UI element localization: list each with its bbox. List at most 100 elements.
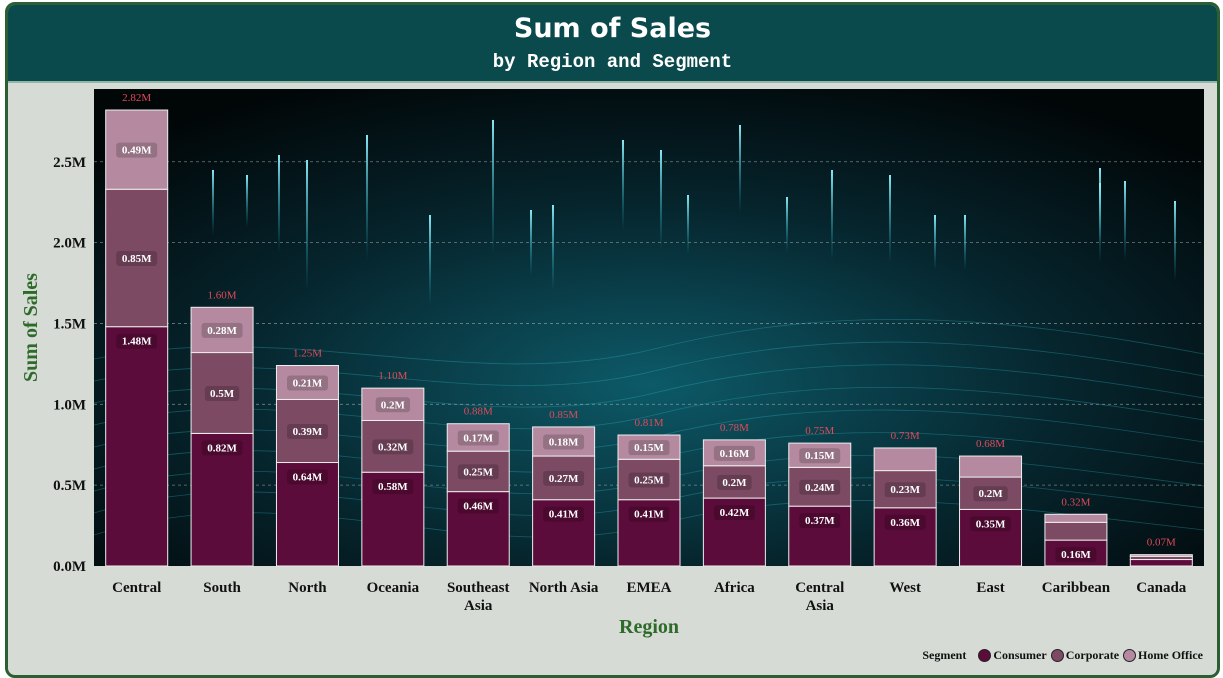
data-label-corporate: 0.24M (805, 482, 835, 494)
x-tick-label: South (203, 580, 241, 596)
total-label: 0.81M (634, 417, 663, 429)
data-label-box (717, 474, 752, 490)
data-label-box (286, 423, 328, 439)
chart-title: Sum of Sales (513, 13, 712, 44)
light-beam (1124, 181, 1126, 261)
y-axis-title: Sum of Sales (20, 273, 42, 382)
bar-group-caribbean: 0.16M 0.32M (1044, 496, 1108, 567)
bar-segment-consumer (361, 471, 425, 567)
data-label-corporate: 0.2M (722, 477, 747, 489)
data-label-box (457, 464, 499, 480)
data-label-corporate: 0.23M (890, 484, 920, 496)
light-beam (246, 175, 248, 227)
light-beam (429, 215, 431, 305)
bar-group-oceania: 0.58M 0.32M 0.2M 1.10M (361, 370, 425, 567)
bar-segment-consumer (1129, 559, 1193, 567)
total-label: 0.73M (891, 430, 920, 442)
data-label-corporate: 0.25M (463, 466, 493, 478)
data-label-box (286, 469, 328, 485)
light-beam (739, 125, 741, 213)
legend-item-home-office[interactable]: Home Office (1123, 648, 1203, 663)
bar-group-south: 0.82M 0.5M 0.28M 1.60M (190, 289, 254, 567)
data-label-box (884, 482, 926, 498)
x-tick-label: West (889, 580, 921, 596)
data-label-corporate: 0.39M (293, 426, 323, 438)
light-beam (1099, 183, 1101, 245)
x-tick-label: Canada (1136, 580, 1187, 596)
bar-segment-home-office (361, 387, 425, 421)
data-label-box (628, 506, 670, 522)
data-label-consumer: 0.37M (805, 515, 835, 527)
data-label-box (543, 506, 585, 522)
data-label-box (970, 516, 1012, 532)
data-label-consumer: 0.82M (207, 442, 237, 454)
light-beam (306, 160, 308, 290)
total-label: 0.85M (549, 409, 578, 421)
bar-group-central: 1.48M 0.85M 0.49M 2.82M (105, 92, 169, 567)
data-label-consumer: 0.36M (890, 517, 920, 529)
bar-segment-home-office (702, 439, 766, 467)
bar-group-north: 0.64M 0.39M 0.21M 1.25M (275, 347, 339, 567)
bar-group-east: 0.35M 0.2M 0.68M (959, 438, 1023, 567)
bar-group-africa: 0.42M 0.2M 0.16M 0.78M (702, 422, 766, 567)
bar-segment-consumer (190, 432, 254, 567)
data-label-box (375, 397, 411, 413)
total-label: 0.88M (464, 406, 493, 418)
bar-segment-corporate (1044, 521, 1108, 541)
data-label-corporate: 0.25M (634, 474, 664, 486)
sales-chart: 0.0M 0.5M 1.0M 1.5M 2.0M 2.5M Sum of Sales Regi… (20, 89, 1205, 638)
light-beam (660, 150, 662, 250)
total-label: 0.78M (720, 422, 749, 434)
data-label-box (799, 448, 841, 464)
bar-group-central-asia: 0.37M 0.24M 0.15M 0.75M (788, 425, 852, 567)
y-tick-label: 0.0M (53, 559, 86, 575)
data-label-corporate: 0.32M (378, 441, 408, 453)
data-label-box (457, 498, 499, 514)
data-label-box (799, 479, 841, 495)
total-label: 1.25M (293, 347, 322, 359)
total-label: 0.07M (1147, 537, 1176, 549)
data-label-home-office: 0.2M (381, 399, 406, 411)
total-label: 0.75M (805, 425, 834, 437)
data-label-home-office: 0.16M (720, 448, 750, 460)
chart-header: Sum of Sales by Region and Segment (8, 5, 1217, 83)
bar-segment-consumer (788, 505, 852, 567)
light-beam (622, 140, 624, 230)
data-label-home-office: 0.15M (805, 450, 835, 462)
legend-swatch-consumer (978, 649, 992, 662)
total-label: 1.60M (208, 289, 237, 301)
bar-segment-consumer (532, 499, 596, 567)
contour-line (93, 318, 1205, 365)
legend-label-consumer: Consumer (993, 648, 1047, 662)
chart-frame: Sum of Sales by Region and Segment 0.0M 0… (5, 2, 1220, 678)
y-tick-label: 0.5M (53, 478, 86, 494)
light-beam (831, 170, 833, 260)
data-label-corporate: 0.2M (978, 488, 1003, 500)
data-label-consumer: 0.16M (1061, 549, 1091, 561)
data-label-box (457, 430, 499, 446)
data-label-consumer: 1.48M (122, 336, 152, 348)
bar-segment-consumer (446, 491, 510, 567)
data-label-consumer: 0.41M (634, 509, 664, 521)
x-tick-label: Central (112, 580, 161, 596)
y-tick-label: 1.0M (53, 397, 86, 413)
data-label-consumer: 0.58M (378, 481, 408, 493)
bar-segment-home-office (873, 447, 937, 472)
x-tick-label: Oceania (367, 580, 420, 596)
total-label: 1.10M (378, 370, 407, 382)
data-label-consumer: 0.46M (463, 501, 493, 513)
light-beam (786, 197, 788, 252)
legend-item-consumer[interactable]: Consumer (978, 648, 1047, 663)
legend-item-corporate[interactable]: Corporate (1050, 648, 1119, 663)
x-tick-label: Caribbean (1042, 580, 1111, 596)
data-label-box (884, 514, 926, 530)
data-label-box (372, 439, 414, 455)
data-label-box (799, 513, 841, 529)
bar-segment-corporate (532, 455, 596, 501)
bar-segment-home-office (959, 455, 1023, 478)
data-label-consumer: 0.41M (549, 509, 579, 521)
bar-group-west: 0.36M 0.23M 0.73M (873, 430, 937, 567)
data-label-box (628, 440, 670, 456)
bar-segment-consumer (873, 507, 937, 567)
data-label-home-office: 0.21M (293, 377, 323, 389)
